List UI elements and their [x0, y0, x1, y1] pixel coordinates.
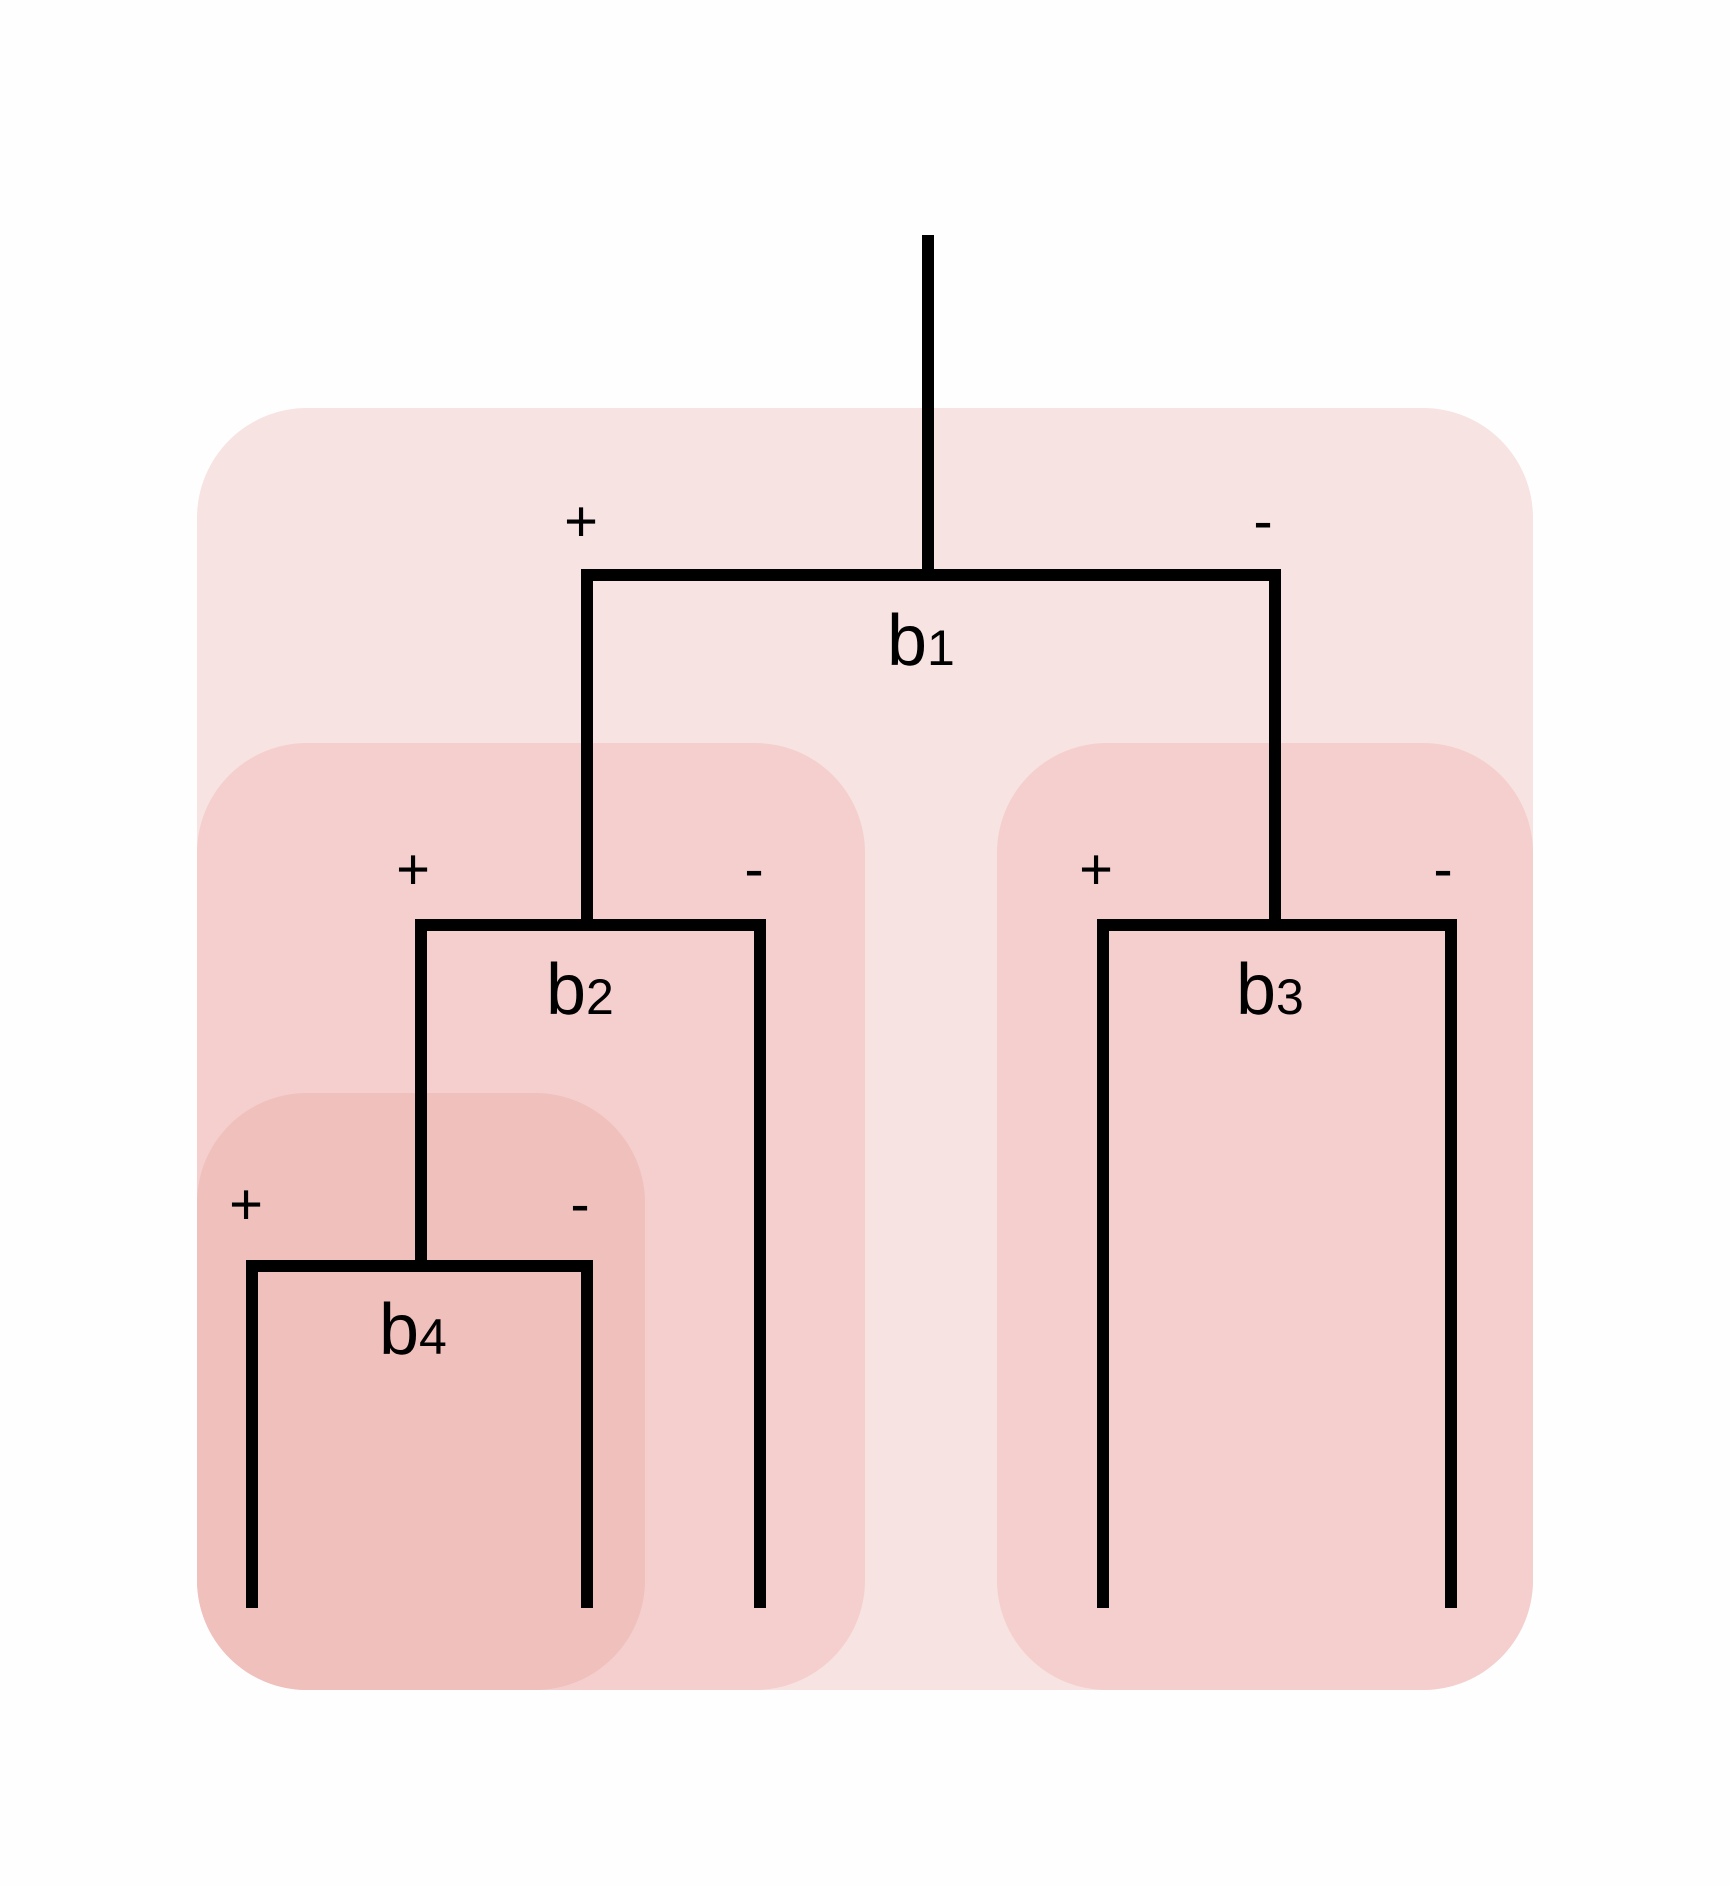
split-b4: [246, 1260, 593, 1608]
b4-plus-label: +: [229, 1172, 263, 1237]
b3-plus-label: +: [1079, 837, 1113, 902]
node-label-b3: b3: [1236, 950, 1304, 1030]
node-label-b2: b2: [546, 950, 614, 1030]
b4-minus-label: -: [570, 1172, 589, 1237]
b2-plus-label: +: [396, 837, 430, 902]
node-label-b4: b4: [379, 1290, 447, 1370]
b1-minus-label: -: [1253, 489, 1272, 554]
b3-minus-label: -: [1433, 837, 1452, 902]
b1-plus-label: +: [564, 489, 598, 554]
split-b2: [415, 919, 766, 1608]
region-b4: [197, 1093, 645, 1690]
b2-minus-label: -: [744, 837, 763, 902]
split-b1: [581, 569, 1281, 923]
region-b3: [997, 743, 1533, 1690]
node-label-b1: b1: [887, 601, 955, 681]
split-b3: [1097, 919, 1457, 1608]
